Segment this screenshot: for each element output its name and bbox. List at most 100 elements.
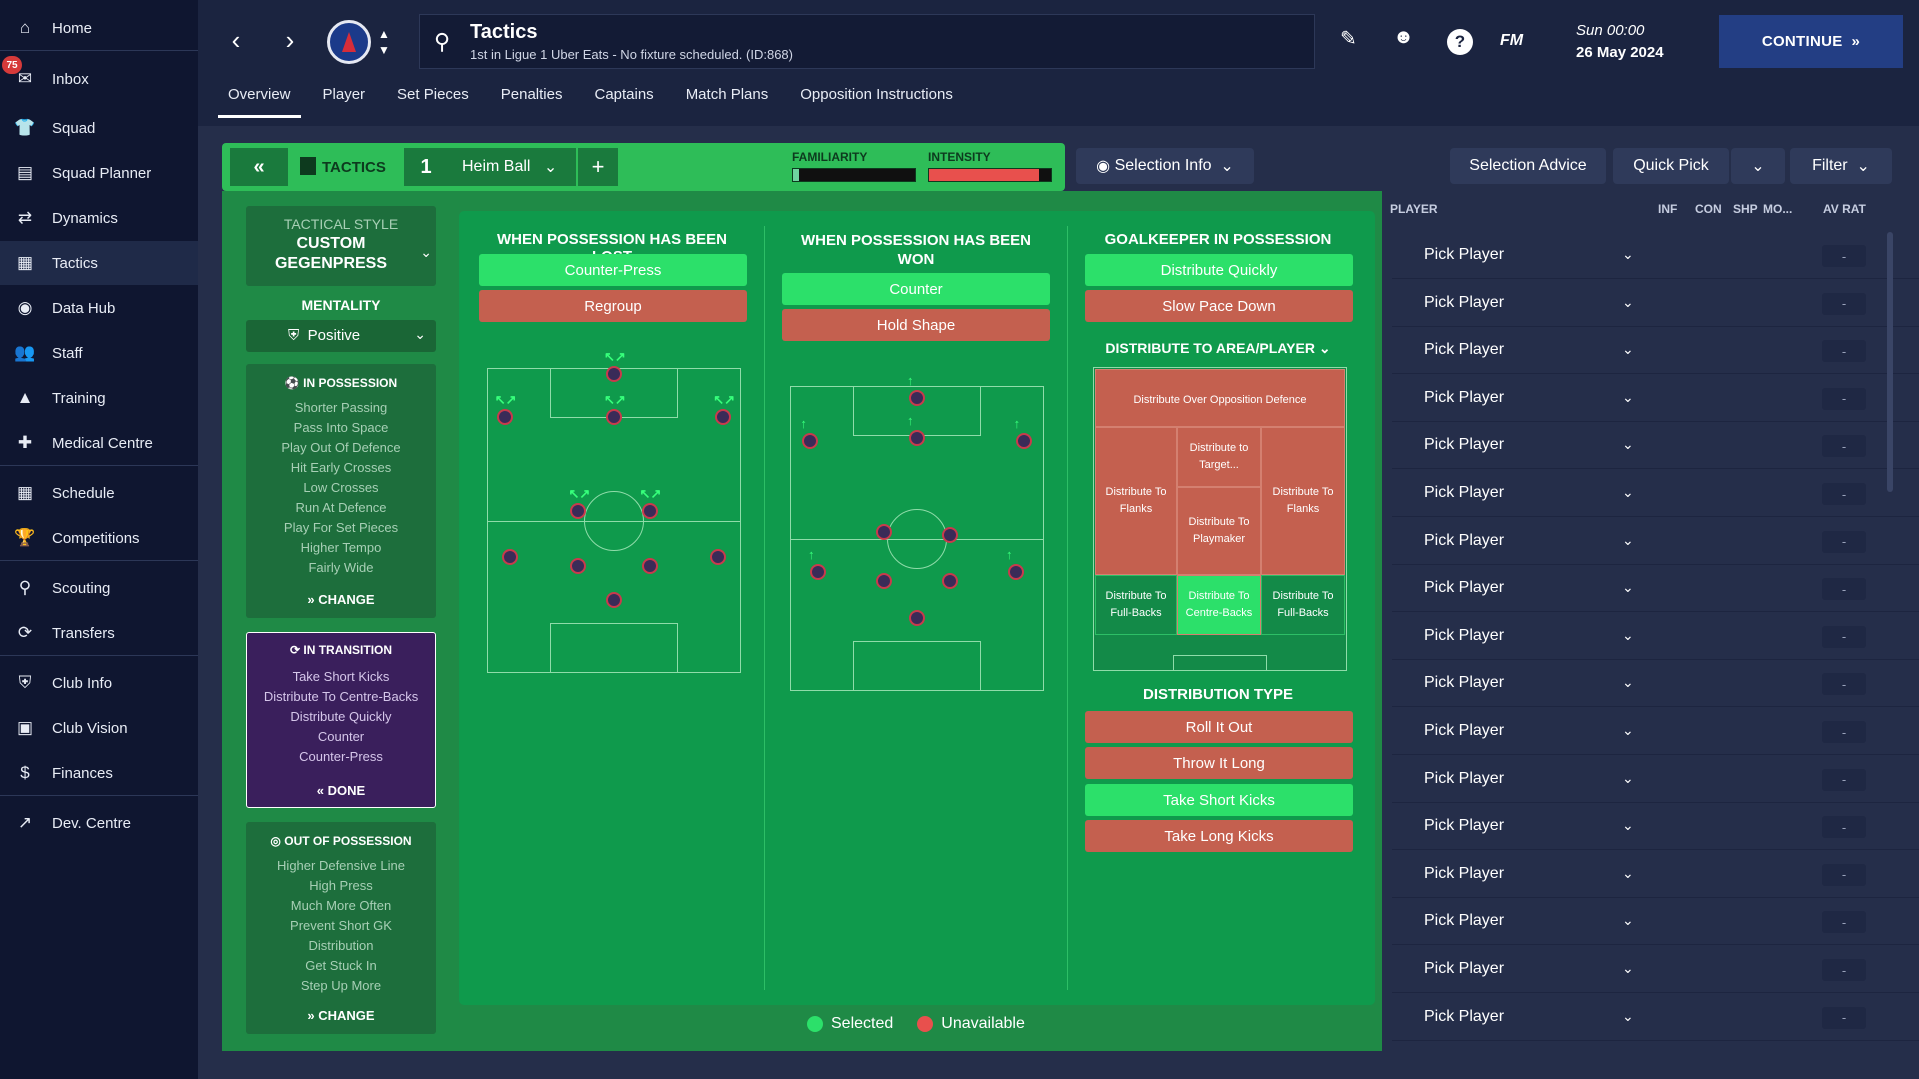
take-short-kicks-option[interactable]: Take Short Kicks <box>1085 784 1353 816</box>
zone-flanks-left[interactable]: Distribute To Flanks <box>1095 427 1177 575</box>
tab-set-pieces[interactable]: Set Pieces <box>397 86 469 103</box>
tab-opposition-instructions[interactable]: Opposition Instructions <box>800 86 953 103</box>
help-icon[interactable]: ? <box>1447 29 1473 55</box>
tab-player[interactable]: Player <box>322 86 366 103</box>
sidebar-item-scouting[interactable]: ⚲ Scouting <box>0 566 198 610</box>
quick-pick-button[interactable]: Quick Pick <box>1613 148 1729 184</box>
roll-it-out-option[interactable]: Roll It Out <box>1085 711 1353 743</box>
chevron-down-icon[interactable]: ⌄ <box>1622 674 1634 691</box>
forward-arrow-icon[interactable]: › <box>285 24 295 55</box>
chevron-down-icon[interactable]: ⌄ <box>1622 864 1634 881</box>
chevron-down-icon[interactable]: ⌄ <box>1622 626 1634 643</box>
in-transition-done-button[interactable]: « DONE <box>316 783 366 798</box>
social-icon[interactable]: ☻ <box>1393 26 1415 48</box>
zone-centre-backs[interactable]: Distribute To Centre-Backs <box>1177 575 1261 635</box>
chevron-down-icon[interactable]: ⌄ <box>1622 769 1634 786</box>
pick-player-dropdown[interactable]: Pick Player <box>1424 722 1505 739</box>
sidebar-item-data-hub[interactable]: ◉ Data Hub <box>0 286 198 330</box>
counter-press-option[interactable]: Counter-Press <box>479 254 747 286</box>
chevron-down-icon[interactable]: ⌄ <box>1622 246 1634 262</box>
pick-player-dropdown[interactable]: Pick Player <box>1424 960 1505 977</box>
tab-captains[interactable]: Captains <box>594 86 654 103</box>
zone-flanks-right[interactable]: Distribute To Flanks <box>1261 427 1345 575</box>
tactic-slot-number[interactable]: 1 <box>404 148 448 186</box>
pick-player-dropdown[interactable]: Pick Player <box>1424 1007 1505 1025</box>
back-arrow-icon[interactable]: ‹ <box>231 24 241 55</box>
pick-player-dropdown[interactable]: Pick Player <box>1424 293 1505 311</box>
player-list-scrollbar[interactable] <box>1887 232 1893 492</box>
player-column-header[interactable]: PLAYER <box>1390 202 1438 216</box>
chevron-down-icon[interactable]: ⌄ <box>1622 960 1634 976</box>
continue-button[interactable]: CONTINUE » <box>1719 15 1903 68</box>
pick-player-dropdown[interactable]: Pick Player <box>1424 436 1505 454</box>
chevron-down-icon[interactable]: ⌄ <box>1622 912 1634 929</box>
sidebar-item-tactics[interactable]: ▦ Tactics <box>0 241 198 285</box>
zone-over-defence[interactable]: Distribute Over Opposition Defence <box>1095 369 1345 427</box>
hold-shape-option[interactable]: Hold Shape <box>782 309 1050 341</box>
out-of-possession-card[interactable]: ◎ OUT OF POSSESSION Higher Defensive Lin… <box>246 822 436 1034</box>
counter-option[interactable]: Counter <box>782 273 1050 305</box>
con-column-header[interactable]: CON <box>1695 202 1722 216</box>
pick-player-dropdown[interactable]: Pick Player <box>1424 864 1505 882</box>
sidebar-item-club-vision[interactable]: ▣ Club Vision <box>0 706 198 750</box>
zone-full-backs-left[interactable]: Distribute To Full-Backs <box>1095 575 1177 635</box>
av-rat-column-header[interactable]: AV RAT <box>1823 202 1866 216</box>
chevron-down-icon[interactable]: ⌄ <box>1622 341 1634 358</box>
quick-pick-chevron-icon[interactable]: ⌄ <box>1731 148 1785 184</box>
in-possession-card[interactable]: ⚽ IN POSSESSION Shorter Passing Pass Into… <box>246 364 436 618</box>
add-tactic-button[interactable]: + <box>578 148 618 186</box>
chevron-down-icon[interactable]: ⌄ <box>1622 817 1634 834</box>
sidebar-item-squad-planner[interactable]: ▤ Squad Planner <box>0 151 198 195</box>
pick-player-dropdown[interactable]: Pick Player <box>1424 388 1505 406</box>
take-long-kicks-option[interactable]: Take Long Kicks <box>1085 820 1353 852</box>
pick-player-dropdown[interactable]: Pick Player <box>1424 484 1505 501</box>
intensity-meter[interactable] <box>928 168 1052 182</box>
sidebar-item-medical-centre[interactable]: ✚ Medical Centre <box>0 421 198 465</box>
regroup-option[interactable]: Regroup <box>479 290 747 322</box>
pick-player-dropdown[interactable]: Pick Player <box>1424 626 1505 644</box>
zone-playmaker[interactable]: Distribute To Playmaker <box>1177 487 1261 575</box>
pick-player-dropdown[interactable]: Pick Player <box>1424 769 1505 787</box>
in-transition-card[interactable]: ⟳ IN TRANSITION Take Short Kicks Distribu… <box>246 632 436 808</box>
chevron-down-icon[interactable]: ⌄ <box>1622 531 1634 548</box>
out-of-possession-change-button[interactable]: » CHANGE <box>307 1008 375 1023</box>
sidebar-item-competitions[interactable]: 🏆 Competitions <box>0 516 198 560</box>
chevron-down-icon[interactable]: ⌄ <box>1622 484 1634 500</box>
shp-column-header[interactable]: SHP <box>1733 202 1758 216</box>
tab-overview[interactable]: Overview <box>218 86 301 118</box>
fm-menu-button[interactable]: FM <box>1500 32 1524 49</box>
club-crest-icon[interactable] <box>327 20 371 64</box>
club-switch-caret-icon[interactable]: ▲ ▼ <box>378 27 390 57</box>
sidebar-item-dev-centre[interactable]: ↗ Dev. Centre <box>0 801 198 845</box>
pick-player-dropdown[interactable]: Pick Player <box>1424 341 1505 359</box>
chevron-down-icon[interactable]: ⌄ <box>1622 293 1634 310</box>
tab-match-plans[interactable]: Match Plans <box>685 86 769 103</box>
familiarity-meter[interactable] <box>792 168 916 182</box>
pick-player-dropdown[interactable]: Pick Player <box>1424 912 1505 930</box>
distribute-area-dropdown[interactable]: DISTRIBUTE TO AREA/PLAYER ⌄ <box>1105 340 1331 356</box>
pick-player-dropdown[interactable]: Pick Player <box>1424 674 1505 692</box>
inf-column-header[interactable]: INF <box>1658 202 1678 216</box>
slow-pace-down-option[interactable]: Slow Pace Down <box>1085 290 1353 322</box>
sidebar-item-schedule[interactable]: ▦ Schedule <box>0 471 198 515</box>
sidebar-item-training[interactable]: ▲ Training <box>0 376 198 420</box>
sidebar-item-finances[interactable]: $ Finances <box>0 751 198 795</box>
tactic-name-dropdown[interactable]: Heim Ball ⌄ <box>448 148 576 186</box>
distribute-quickly-option[interactable]: Distribute Quickly <box>1085 254 1353 286</box>
pick-player-dropdown[interactable]: Pick Player <box>1424 246 1505 263</box>
edit-pencil-icon[interactable]: ✎ <box>1340 28 1357 50</box>
throw-it-long-option[interactable]: Throw It Long <box>1085 747 1353 779</box>
chevron-down-icon[interactable]: ⌄ <box>1622 388 1634 405</box>
sidebar-item-club-info[interactable]: ⛨ Club Info <box>0 661 198 705</box>
sidebar-item-staff[interactable]: 👥 Staff <box>0 331 198 375</box>
sidebar-item-inbox[interactable]: ✉ Inbox <box>0 57 198 101</box>
chevron-down-icon[interactable]: ⌄ <box>1622 1007 1634 1024</box>
mentality-dropdown[interactable]: ⛨ Positive ⌄ <box>246 320 436 352</box>
sidebar-item-transfers[interactable]: ⟳ Transfers <box>0 611 198 655</box>
filter-dropdown[interactable]: Filter ⌄ <box>1790 148 1892 184</box>
mo-column-header[interactable]: MO... <box>1763 202 1793 216</box>
zone-full-backs-right[interactable]: Distribute To Full-Backs <box>1261 575 1345 635</box>
selection-advice-button[interactable]: Selection Advice <box>1450 148 1606 184</box>
sidebar-item-dynamics[interactable]: ⇄ Dynamics <box>0 196 198 240</box>
pick-player-dropdown[interactable]: Pick Player <box>1424 817 1505 835</box>
